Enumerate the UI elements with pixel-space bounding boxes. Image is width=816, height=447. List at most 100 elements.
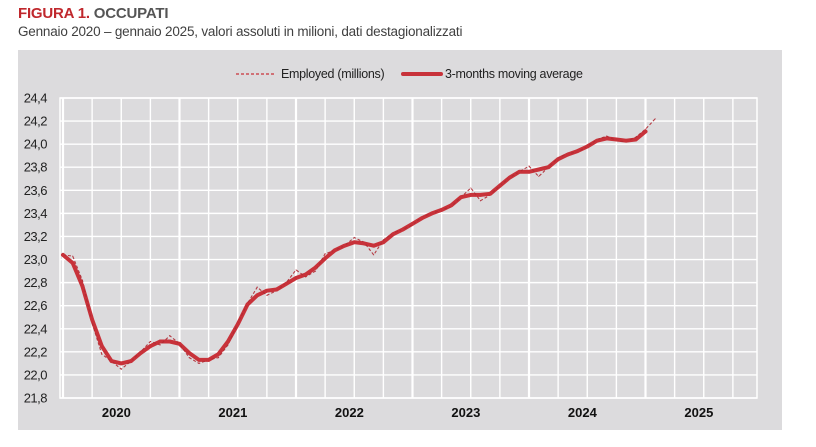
data-point-moving-average: [100, 344, 104, 348]
y-tick-label: 22,2: [24, 344, 48, 359]
data-point-employed: [324, 253, 326, 255]
data-point-moving-average: [585, 144, 590, 149]
data-point-moving-average: [468, 193, 473, 197]
data-point-employed: [644, 128, 647, 130]
y-tick-label: 24,4: [24, 91, 48, 106]
data-point-employed: [606, 135, 608, 137]
data-point-moving-average: [265, 288, 269, 293]
data-point-employed: [72, 255, 74, 257]
data-point-moving-average: [226, 339, 230, 344]
data-point-moving-average: [624, 138, 628, 143]
data-point-moving-average: [61, 253, 65, 257]
y-tick-label: 23,0: [24, 252, 48, 267]
series-line-employed: [62, 118, 656, 370]
data-point-employed: [266, 294, 268, 296]
data-point-employed: [91, 322, 93, 324]
data-point-moving-average: [536, 167, 541, 172]
x-tick-label: 2021: [218, 405, 247, 420]
y-tick-label: 23,8: [24, 160, 48, 175]
data-point-moving-average: [167, 339, 172, 344]
data-point-moving-average: [313, 265, 318, 270]
data-point-moving-average: [381, 240, 386, 245]
data-point-moving-average: [633, 137, 638, 142]
data-point-moving-average: [527, 170, 531, 174]
data-point-employed: [635, 136, 637, 138]
data-point-moving-average: [235, 322, 240, 326]
data-point-moving-average: [439, 208, 444, 212]
data-point-employed: [227, 344, 229, 346]
data-point-employed: [198, 362, 200, 364]
x-tick-label: 2023: [451, 405, 480, 420]
data-point-moving-average: [197, 358, 201, 362]
y-tick-label: 23,6: [24, 183, 48, 198]
data-point-employed: [538, 175, 540, 178]
data-point-moving-average: [546, 165, 551, 170]
data-point-moving-average: [352, 240, 357, 245]
data-point-employed: [382, 239, 384, 241]
data-point-moving-average: [400, 227, 405, 232]
data-point-employed: [120, 368, 122, 370]
y-tick-label: 23,4: [24, 206, 48, 221]
data-point-employed: [353, 237, 355, 239]
data-point-moving-average: [391, 232, 395, 236]
data-point-employed: [470, 187, 472, 189]
y-tick-label: 22,8: [24, 275, 48, 290]
data-point-moving-average: [177, 341, 182, 346]
data-point-employed: [479, 200, 482, 202]
data-point-moving-average: [80, 284, 85, 288]
data-point-moving-average: [459, 195, 463, 200]
data-point-moving-average: [410, 221, 415, 226]
data-point-moving-average: [498, 183, 502, 188]
data-point-moving-average: [70, 261, 75, 265]
data-point-moving-average: [129, 359, 133, 363]
data-point-moving-average: [294, 276, 298, 280]
legend-label-employed: Employed (millions): [281, 67, 384, 81]
x-tick-label: 2022: [335, 405, 364, 420]
data-point-moving-average: [595, 138, 599, 143]
x-axis: 2020 2021 2022 2023 2024 2025: [102, 405, 713, 420]
data-point-moving-average: [333, 248, 337, 253]
data-point-employed: [217, 357, 219, 359]
data-point-employed: [654, 118, 656, 120]
grid: [59, 97, 758, 399]
data-point-employed: [373, 254, 375, 256]
data-point-moving-average: [478, 193, 483, 197]
data-point-employed: [295, 269, 297, 271]
data-point-employed: [188, 357, 190, 359]
x-tick-label: 2024: [568, 405, 598, 420]
y-tick-label: 21,8: [24, 391, 48, 406]
data-point-moving-average: [206, 358, 211, 362]
data-point-moving-average: [614, 137, 619, 142]
data-point-moving-average: [488, 191, 492, 196]
data-point-moving-average: [303, 272, 308, 277]
y-tick-label: 22,6: [24, 298, 48, 313]
data-point-moving-average: [517, 170, 522, 174]
data-point-employed: [314, 270, 317, 272]
x-tick-label: 2020: [102, 405, 131, 420]
data-point-employed: [149, 340, 151, 343]
series-group: [61, 118, 656, 370]
data-point-moving-average: [187, 351, 192, 355]
data-point-moving-average: [362, 241, 366, 246]
data-point-moving-average: [507, 175, 512, 180]
plot-area: [59, 97, 758, 399]
y-tick-label: 24,2: [24, 114, 48, 129]
data-point-moving-average: [420, 216, 425, 220]
figure-label: FIGURA 1.: [18, 5, 90, 22]
y-axis: 24,4 24,2 24,0 23,8 23,6 23,4 23,2 23,0 22,8 22,6…: [24, 91, 48, 406]
data-point-moving-average: [575, 149, 580, 153]
data-point-moving-average: [109, 359, 114, 363]
data-point-employed: [305, 276, 307, 278]
data-point-moving-average: [119, 361, 124, 366]
data-point-moving-average: [216, 352, 221, 356]
data-point-employed: [528, 165, 530, 167]
data-point-moving-average: [138, 351, 143, 355]
data-point-employed: [81, 279, 84, 281]
data-point-moving-average: [371, 243, 376, 248]
figure-subtitle: Gennaio 2020 – gennaio 2025, valori asso…: [18, 24, 463, 39]
data-point-employed: [101, 353, 103, 355]
data-point-moving-average: [323, 256, 327, 261]
y-tick-label: 22,0: [24, 367, 48, 382]
data-point-moving-average: [274, 287, 279, 292]
